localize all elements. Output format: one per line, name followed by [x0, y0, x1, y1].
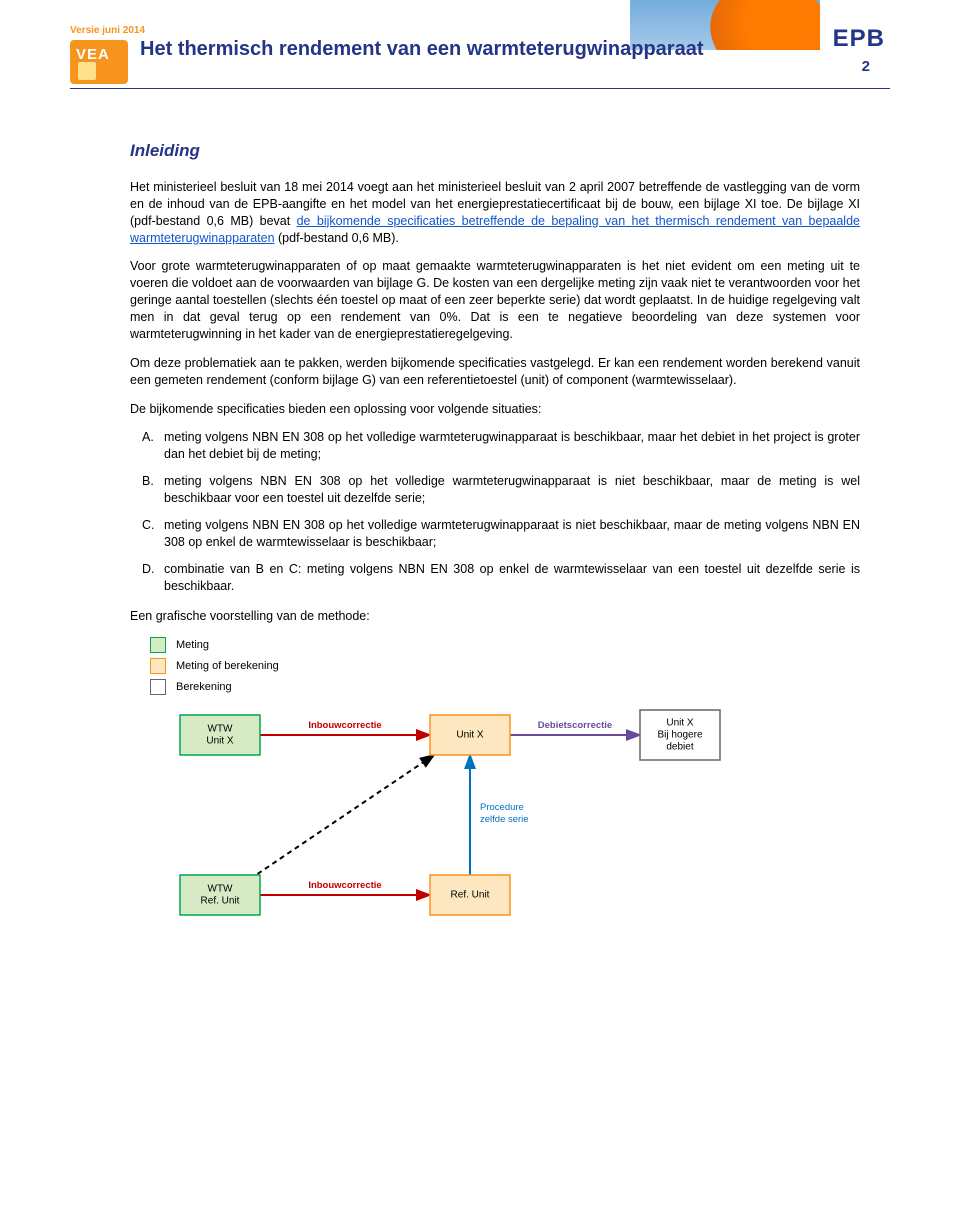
vea-logo-text: VEA [76, 46, 122, 63]
flow-node-label: WTW [208, 884, 234, 895]
flow-node-label: Unit X [456, 730, 484, 741]
content-area: Inleiding Het ministerieel besluit van 1… [0, 90, 960, 970]
legend-label: Berekening [176, 680, 232, 695]
flow-node-label: Ref. Unit [451, 890, 490, 901]
paragraph-1: Het ministerieel besluit van 18 mei 2014… [130, 179, 860, 247]
document-title: Het thermisch rendement van een warmtete… [140, 38, 704, 61]
flow-arrow-label: Procedure [480, 802, 524, 813]
list-letter: D. [130, 561, 164, 595]
list-item: C.meting volgens NBN EN 308 op het volle… [130, 517, 860, 551]
legend-label: Meting of berekening [176, 659, 279, 674]
flow-arrow-label: Debietscorrectie [538, 720, 612, 731]
section-heading: Inleiding [130, 140, 860, 163]
legend: Meting Meting of berekening Berekening [150, 637, 860, 695]
paragraph-3: Om deze problematiek aan te pakken, werd… [130, 355, 860, 389]
flow-arrow-label: Inbouwcorrectie [308, 880, 381, 891]
legend-label: Meting [176, 638, 209, 653]
p1-text-b: (pdf-bestand 0,6 MB). [275, 231, 399, 245]
legend-swatch [150, 637, 166, 653]
header-divider [70, 88, 890, 89]
legend-swatch [150, 679, 166, 695]
list-letter: C. [130, 517, 164, 551]
paragraph-2: Voor grote warmteterugwinapparaten of op… [130, 258, 860, 342]
vea-logo: VEA [70, 40, 128, 84]
legend-swatch [150, 658, 166, 674]
legend-row: Berekening [150, 679, 860, 695]
version-label: Versie juni 2014 [70, 25, 145, 36]
flow-node-label: Bij hogere [657, 730, 702, 741]
list-text: meting volgens NBN EN 308 op het volledi… [164, 429, 860, 463]
legend-row: Meting of berekening [150, 658, 860, 674]
flow-node-label: debiet [666, 742, 693, 753]
flowchart-svg: WTWUnit XUnit XUnit XBij hogeredebietWTW… [150, 705, 790, 935]
flow-node-label: Unit X [206, 736, 234, 747]
paragraph-5: Een grafische voorstelling van de method… [130, 608, 860, 625]
paragraph-4: De bijkomende specificaties bieden een o… [130, 401, 860, 418]
list-text: combinatie van B en C: meting volgens NB… [164, 561, 860, 595]
list-item: D.combinatie van B en C: meting volgens … [130, 561, 860, 595]
list-letter: A. [130, 429, 164, 463]
flow-node-label: Unit X [666, 718, 694, 729]
list-item: A.meting volgens NBN EN 308 op het volle… [130, 429, 860, 463]
flow-arrow [250, 755, 434, 879]
epb-label: EPB [833, 25, 885, 53]
page-header: Versie juni 2014 VEA Het thermisch rende… [0, 0, 960, 90]
flow-node-label: WTW [208, 724, 234, 735]
situation-list: A.meting volgens NBN EN 308 op het volle… [130, 429, 860, 594]
flow-arrow-label: Inbouwcorrectie [308, 720, 381, 731]
legend-row: Meting [150, 637, 860, 653]
flow-node-label: Ref. Unit [201, 896, 240, 907]
lion-icon [78, 62, 96, 80]
list-item: B.meting volgens NBN EN 308 op het volle… [130, 473, 860, 507]
list-text: meting volgens NBN EN 308 op het volledi… [164, 473, 860, 507]
page-number: 2 [862, 58, 870, 75]
list-letter: B. [130, 473, 164, 507]
method-diagram: Meting Meting of berekening Berekening WTW… [150, 637, 860, 940]
flow-arrow-label: zelfde serie [480, 814, 529, 825]
list-text: meting volgens NBN EN 308 op het volledi… [164, 517, 860, 551]
flowchart: WTWUnit XUnit XUnit XBij hogeredebietWTW… [150, 705, 860, 940]
